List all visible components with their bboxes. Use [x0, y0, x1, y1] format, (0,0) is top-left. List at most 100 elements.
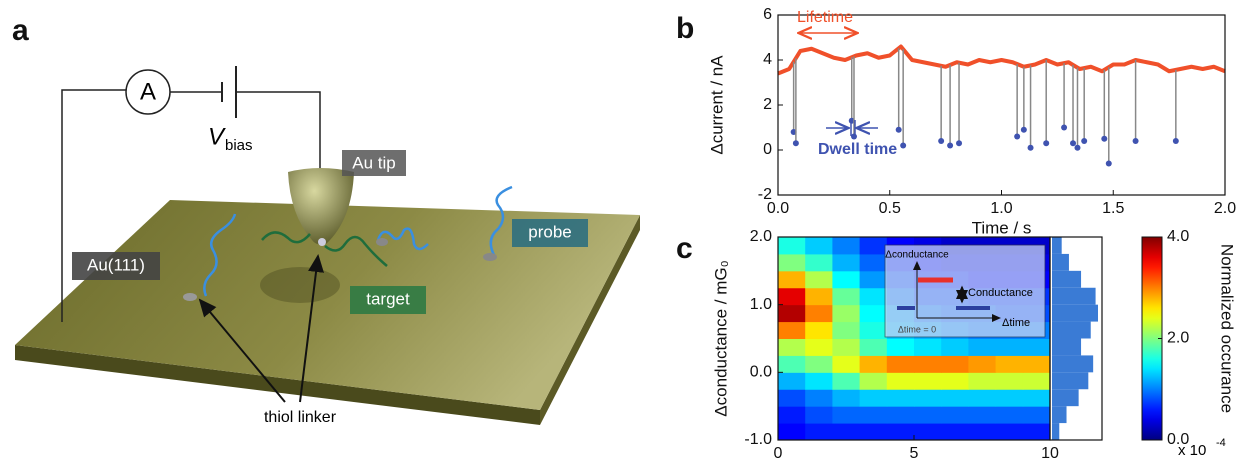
- plate: [15, 200, 640, 410]
- event-point: [956, 140, 963, 147]
- probe-strand: [203, 213, 237, 297]
- label-box: [72, 252, 160, 280]
- heat-cell: [805, 423, 833, 441]
- heat-cell: [886, 423, 915, 441]
- heat-cell: [886, 372, 915, 390]
- inset-label: Δtime = 0: [898, 324, 936, 334]
- colorbar-label: Normalized occurance: [1218, 244, 1237, 413]
- arrow: [198, 298, 286, 403]
- linker: [483, 253, 497, 261]
- histogram-bar: [1052, 423, 1060, 440]
- x-tick-label: 10: [1041, 445, 1059, 460]
- ammeter-label: A: [140, 78, 156, 105]
- y-tick-label: 4: [763, 51, 772, 68]
- substrate-label: Au(111): [87, 255, 145, 274]
- colorbar-exponent: -4: [1216, 437, 1226, 449]
- linker: [376, 238, 388, 246]
- histogram-bar: [1052, 321, 1091, 339]
- histogram-bar: [1052, 338, 1082, 356]
- heat-cell: [941, 406, 969, 424]
- heat-cell: [778, 321, 806, 339]
- event-point: [1020, 126, 1027, 133]
- heat-cell: [914, 389, 942, 407]
- heat-cell: [914, 355, 942, 373]
- event-point: [1101, 135, 1108, 142]
- event-point: [1070, 140, 1077, 147]
- label-box: [512, 219, 588, 247]
- histogram-bar: [1052, 406, 1067, 424]
- heat-cell: [832, 338, 861, 356]
- heat-cell: [859, 372, 888, 390]
- label-box: [350, 286, 426, 314]
- heat-cell: [832, 389, 861, 407]
- heat-cell: [805, 253, 833, 272]
- event-point: [850, 133, 857, 140]
- event-point: [1027, 144, 1034, 151]
- y-tick-label: 0: [763, 141, 772, 158]
- event-point: [1014, 133, 1021, 140]
- probe-strand: [376, 227, 429, 251]
- heat-cell: [805, 304, 833, 323]
- heat-cell: [995, 423, 1024, 441]
- y-tick-label: 0.0: [750, 364, 772, 381]
- y-tick-label: 2: [763, 96, 772, 113]
- heat-cell: [941, 389, 969, 407]
- heat-cell: [859, 253, 888, 272]
- x-tick-label: 5: [910, 445, 919, 460]
- heat-cell: [859, 338, 888, 356]
- heat-cell: [832, 237, 861, 255]
- y-tick-label: -1.0: [744, 431, 772, 448]
- event-point: [895, 126, 902, 133]
- heat-cell: [914, 372, 942, 390]
- heat-cell: [1022, 355, 1051, 373]
- heat-cell: [832, 321, 861, 339]
- event-point: [1074, 144, 1081, 151]
- heat-cell: [805, 406, 833, 424]
- heat-cell: [914, 406, 942, 424]
- event-point: [1081, 138, 1088, 144]
- y-tick-label: -2: [758, 186, 772, 203]
- heat-cell: [832, 287, 861, 306]
- histogram-bar: [1052, 389, 1079, 407]
- heat-cell: [859, 304, 888, 323]
- heat-cell: [886, 406, 915, 424]
- heat-cell: [859, 321, 888, 339]
- y-axis-label: Δconductance / mG₀: [711, 260, 730, 416]
- y-tick-label: 1.0: [750, 296, 772, 313]
- heat-cell: [886, 355, 915, 373]
- probe-label: probe: [528, 222, 571, 241]
- heat-cell: [859, 270, 888, 289]
- inset-label: Conductance: [968, 287, 1033, 299]
- heat-cell: [832, 372, 861, 390]
- heat-cell: [778, 338, 806, 356]
- event-point: [938, 138, 945, 144]
- annotation: Dwell time: [818, 141, 897, 158]
- heat-cell: [778, 372, 806, 390]
- heat-cell: [941, 372, 969, 390]
- histogram-bar: [1052, 237, 1062, 254]
- heat-cell: [805, 389, 833, 407]
- linker: [183, 293, 197, 301]
- event-point: [1132, 138, 1139, 144]
- heat-cell: [859, 287, 888, 306]
- heat-cell: [805, 321, 833, 339]
- heat-cell: [995, 355, 1024, 373]
- heat-cell: [995, 372, 1024, 390]
- y-axis-label: Δcurrent / nA: [707, 55, 726, 155]
- heat-cell: [968, 372, 997, 390]
- heat-cell: [805, 372, 833, 390]
- histogram-bar: [1052, 355, 1094, 373]
- heat-cell: [778, 389, 806, 407]
- event-point: [1105, 160, 1112, 167]
- heat-cell: [968, 355, 997, 373]
- heat-cell: [886, 389, 915, 407]
- target-label: target: [366, 289, 410, 308]
- y-tick-label: 2.0: [750, 228, 772, 245]
- schematic: a A V bias Au tip probe Au(111) target: [12, 14, 640, 426]
- heat-cell: [778, 237, 806, 255]
- heat-cell: [914, 338, 942, 356]
- heat-cell: [805, 270, 833, 289]
- heat-cell: [1022, 338, 1051, 356]
- voltage-symbol: V: [208, 123, 226, 150]
- target-strand: [261, 231, 311, 244]
